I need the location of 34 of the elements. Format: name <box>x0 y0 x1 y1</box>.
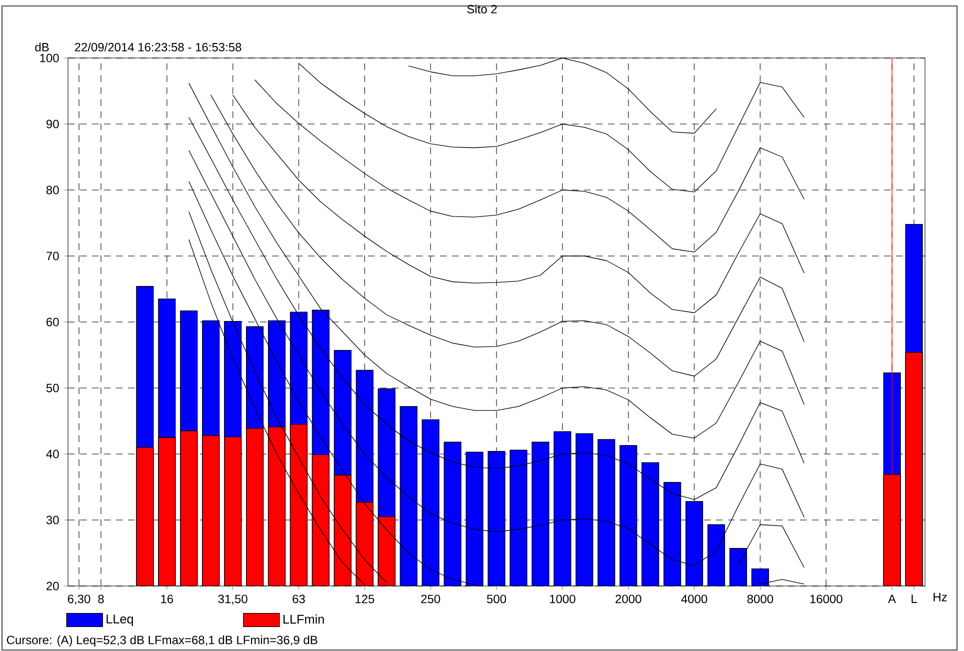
x-tick-label: A <box>888 594 896 603</box>
x-tick-label: 8000 <box>747 594 774 604</box>
y-axis-title: dB <box>35 42 49 52</box>
x-tick-label: 8 <box>98 594 104 604</box>
x-axis-title: Hz <box>934 592 947 602</box>
x-tick-label: 63 <box>292 594 305 604</box>
y-tick-label: 90 <box>46 120 59 128</box>
x-tick-label: 500 <box>486 594 506 604</box>
line-series <box>254 79 804 252</box>
y-tick-label: 30 <box>46 516 59 524</box>
x-tick-label: 31,50 <box>218 594 248 605</box>
y-tick-label: 40 <box>46 450 59 458</box>
line-series <box>210 94 804 376</box>
x-tick-label: 16 <box>161 594 174 604</box>
legend-label: LLFmin <box>283 614 324 624</box>
x-tick-label: 250 <box>421 594 440 604</box>
x-tick-label: L <box>912 594 917 603</box>
y-tick-label: 100 <box>40 54 59 62</box>
x-tick-label: 4000 <box>681 594 708 604</box>
y-tick-label: 80 <box>46 186 59 194</box>
y-tick-label: 70 <box>46 252 59 260</box>
line-series <box>298 62 804 192</box>
y-tick-label: 50 <box>46 384 59 392</box>
y-tick-label: 20 <box>46 582 59 590</box>
chart-subtitle: 22/09/2014 16:23:58 - 16:53:58 <box>74 42 242 52</box>
text: Cursore: (A) Leq=52,3 dB LFmax=68,1 dB LFmin=36,9 dB <box>6 635 318 647</box>
y-tick-label: 60 <box>46 318 59 326</box>
legend-label: LLeq <box>106 614 133 626</box>
x-tick-label: 1000 <box>550 594 576 604</box>
x-tick-label: 125 <box>356 594 374 604</box>
chart-title: Sito 2 <box>467 4 497 14</box>
x-tick-label: 2000 <box>616 594 642 604</box>
x-tick-label: 6,30 <box>68 594 90 605</box>
x-tick-label: 16000 <box>810 594 842 604</box>
